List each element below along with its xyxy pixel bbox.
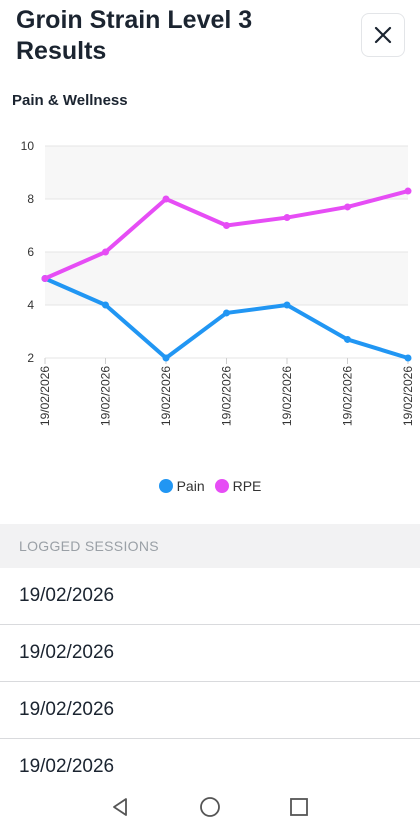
x-tick-label: 19/02/2026 [280,366,294,426]
legend-dot-rpe [214,479,229,493]
legend-dot-pain [158,479,173,493]
session-row[interactable]: 19/02/2026 [0,568,420,625]
y-tick-label: 6 [27,245,34,259]
y-tick-label: 2 [27,351,34,365]
session-date: 19/02/2026 [19,642,115,663]
android-nav-bar [0,783,420,831]
x-tick-label: 19/02/2026 [99,366,113,426]
pain-wellness-chart: 2 4 6 8 10 19/02/2026 19/02/2026 19/02/2026 19/0… [21,139,415,426]
data-point-pain [162,354,170,362]
recents-square-icon[interactable] [287,795,311,819]
y-tick-label: 4 [27,298,34,312]
y-tick-label: 10 [21,139,35,153]
data-point-pain [283,301,291,309]
data-point-rpe [283,214,291,222]
chart-section-title: Pain & Wellness [12,92,128,109]
x-tick-label: 19/02/2026 [401,366,415,426]
page-title: Groin Strain Level 3 Results [16,6,253,65]
session-row[interactable]: 19/02/2026 [0,625,420,682]
session-list: 19/02/2026 19/02/2026 19/02/2026 19/02/2… [0,568,420,796]
data-point-pain [404,354,412,362]
header: Groin Strain Level 3 Results [0,0,420,80]
session-row[interactable]: 19/02/2026 [0,682,420,739]
chart-legend: Pain RPE [0,476,420,496]
x-tick-label: 19/02/2026 [220,366,234,426]
data-point-rpe [102,248,109,256]
close-icon [374,26,392,44]
data-point-rpe [41,275,49,282]
data-point-rpe [223,222,230,229]
data-point-rpe [404,187,412,195]
session-date: 19/02/2026 [19,585,115,606]
chart-band [45,252,408,305]
data-point-rpe [162,195,170,203]
back-triangle-icon[interactable] [108,795,132,819]
logged-sessions-label: LOGGED SESSIONS [19,538,159,554]
session-date: 19/02/2026 [19,699,115,720]
data-point-rpe [344,203,351,211]
legend-label-pain: Pain [176,478,205,494]
data-point-pain [223,309,230,317]
data-point-pain [344,335,351,343]
home-circle-icon[interactable] [198,795,222,819]
logged-sessions-header: LOGGED SESSIONS [0,524,420,568]
x-tick-label: 19/02/2026 [38,366,52,426]
x-tick-label: 19/02/2026 [341,366,355,426]
legend-item-rpe[interactable]: RPE [214,478,262,494]
legend-item-pain[interactable]: Pain [158,478,205,494]
close-button[interactable] [361,13,405,57]
chart-band [45,146,408,199]
data-point-pain [102,301,109,309]
x-tick-label: 19/02/2026 [159,366,173,426]
y-tick-label: 8 [27,192,34,206]
session-date: 19/02/2026 [19,756,115,777]
legend-label-rpe: RPE [232,478,262,494]
